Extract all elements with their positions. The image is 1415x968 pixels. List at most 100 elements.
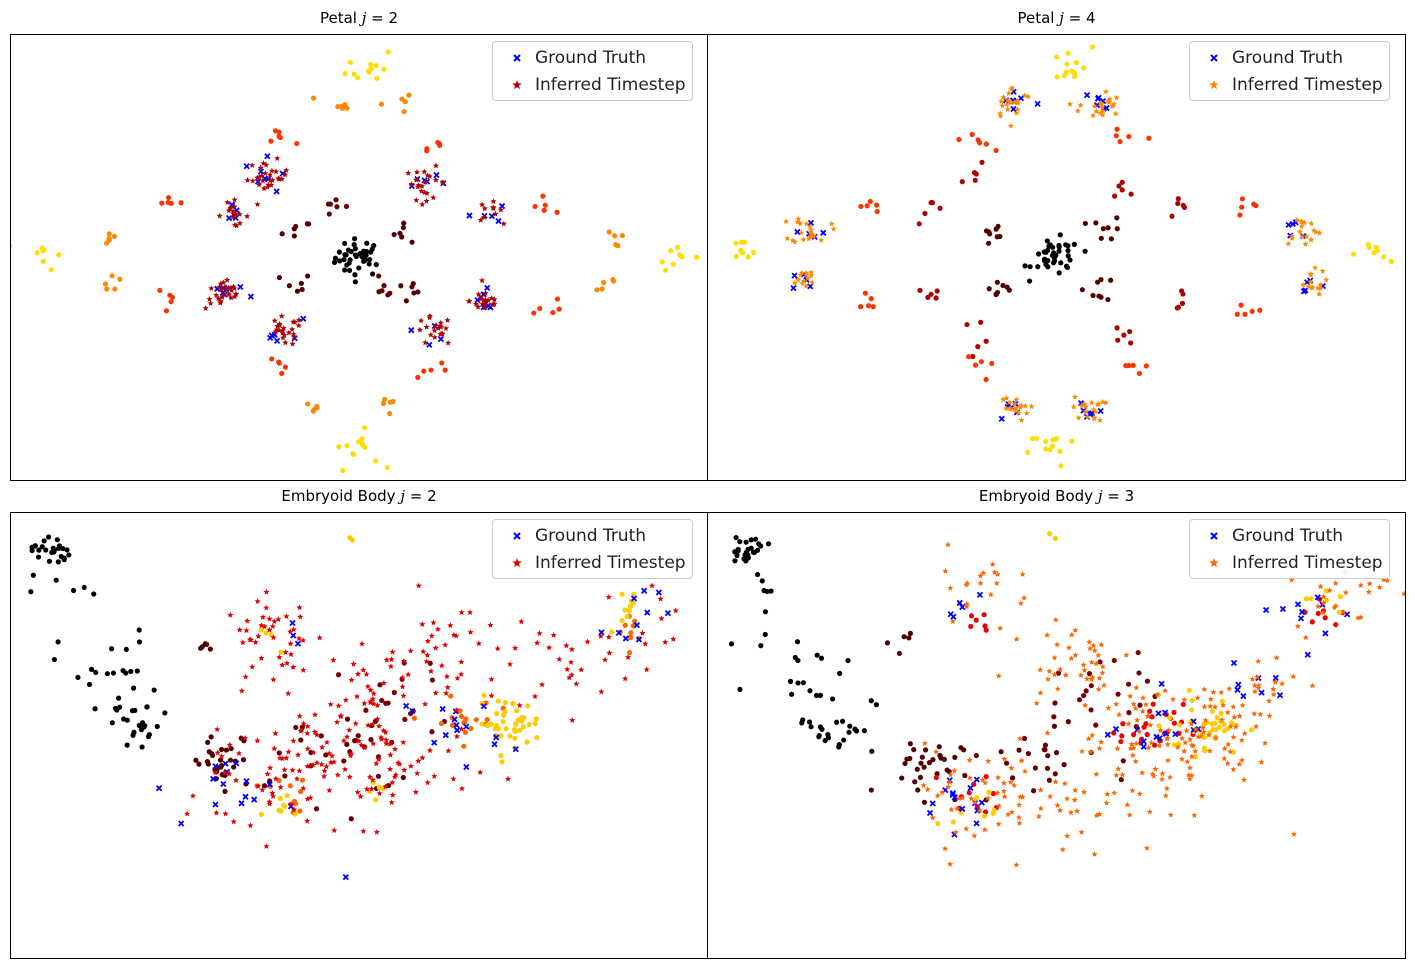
data-point xyxy=(468,725,474,732)
inferred-point xyxy=(1001,755,1008,762)
data-point xyxy=(279,231,285,237)
inferred-point xyxy=(539,681,546,688)
ground-truth-point xyxy=(178,820,185,827)
panel-title-petal-j2: Petal j = 2 xyxy=(11,9,707,27)
inferred-point xyxy=(304,745,311,752)
inferred-point xyxy=(421,168,428,175)
ground-truth-point xyxy=(950,613,957,620)
data-point xyxy=(381,283,387,289)
inferred-point xyxy=(1091,103,1098,109)
data-point xyxy=(933,774,939,781)
data-point xyxy=(531,310,537,316)
ground-truth-point xyxy=(635,636,643,643)
data-point xyxy=(978,359,984,365)
inferred-point xyxy=(556,656,563,662)
data-point xyxy=(294,288,301,294)
inferred-point xyxy=(1301,219,1308,226)
data-point xyxy=(384,464,390,471)
inferred-point xyxy=(536,630,543,636)
data-point xyxy=(1052,771,1058,777)
inferred-point xyxy=(273,168,280,175)
inferred-point xyxy=(1073,808,1080,814)
inferred-point xyxy=(369,721,376,727)
inferred-point xyxy=(490,198,497,205)
inferred-point xyxy=(1013,109,1020,116)
inferred-point xyxy=(430,194,437,201)
data-point xyxy=(983,809,989,815)
data-point xyxy=(753,536,759,542)
panel-title-petal-j4: Petal j = 4 xyxy=(708,9,1405,27)
data-point xyxy=(217,757,224,763)
data-point xyxy=(517,727,523,733)
inferred-point xyxy=(416,326,423,333)
inferred-point xyxy=(236,211,243,217)
inferred-point xyxy=(1272,678,1279,685)
inferred-point xyxy=(1004,97,1011,103)
data-point xyxy=(1065,248,1071,254)
inferred-point xyxy=(803,282,810,289)
data-point xyxy=(921,764,927,770)
data-point xyxy=(351,71,357,77)
inferred-point xyxy=(236,626,243,633)
data-point xyxy=(102,281,109,287)
inferred-point xyxy=(981,826,988,833)
inferred-point xyxy=(1224,709,1231,715)
data-point xyxy=(424,148,430,154)
inferred-point xyxy=(1099,663,1106,670)
data-point xyxy=(368,736,374,743)
inferred-point xyxy=(354,789,361,795)
data-point xyxy=(870,304,876,310)
data-point xyxy=(293,724,299,731)
data-point xyxy=(299,286,305,293)
data-point xyxy=(381,66,387,72)
data-point xyxy=(352,272,358,278)
inferred-point xyxy=(939,789,946,796)
inferred-point xyxy=(920,782,927,788)
inferred-point xyxy=(1201,686,1208,693)
inferred-point xyxy=(494,645,501,652)
inferred-point xyxy=(1000,396,1007,403)
data-point xyxy=(627,635,634,641)
inferred-point xyxy=(1317,583,1324,590)
inferred-point xyxy=(803,220,810,227)
data-point xyxy=(503,726,509,732)
inferred-point xyxy=(1294,623,1301,629)
data-point xyxy=(1128,191,1134,197)
data-point xyxy=(219,762,225,769)
inferred-point xyxy=(453,632,460,639)
inferred-point xyxy=(218,753,225,759)
data-point xyxy=(351,451,357,457)
data-point xyxy=(1065,719,1071,725)
inferred-point xyxy=(1132,758,1139,764)
inferred-point xyxy=(399,683,406,690)
inferred-point xyxy=(966,774,973,781)
data-point xyxy=(138,727,145,733)
data-point xyxy=(269,356,275,362)
inferred-point xyxy=(810,233,817,239)
inferred-point xyxy=(1315,603,1322,610)
data-point xyxy=(983,228,990,234)
data-point xyxy=(276,274,283,281)
data-point xyxy=(972,177,978,183)
inferred-point xyxy=(278,312,285,319)
ground-truth-point xyxy=(1304,651,1311,658)
data-point xyxy=(728,641,735,647)
data-point xyxy=(363,252,369,258)
data-point xyxy=(344,716,351,722)
data-point xyxy=(852,726,858,732)
inferred-point xyxy=(955,795,962,801)
inferred-point xyxy=(380,679,387,686)
inferred-point xyxy=(1156,742,1163,749)
inferred-point xyxy=(1154,691,1161,698)
data-point xyxy=(1308,596,1314,602)
inferred-point xyxy=(254,174,261,181)
data-point xyxy=(332,255,339,261)
inferred-point xyxy=(1000,779,1007,786)
inferred-point xyxy=(347,752,354,759)
inferred-point xyxy=(1145,744,1152,751)
data-point xyxy=(400,224,406,231)
data-point xyxy=(399,234,405,240)
data-point xyxy=(1045,753,1051,759)
data-point xyxy=(847,723,853,729)
